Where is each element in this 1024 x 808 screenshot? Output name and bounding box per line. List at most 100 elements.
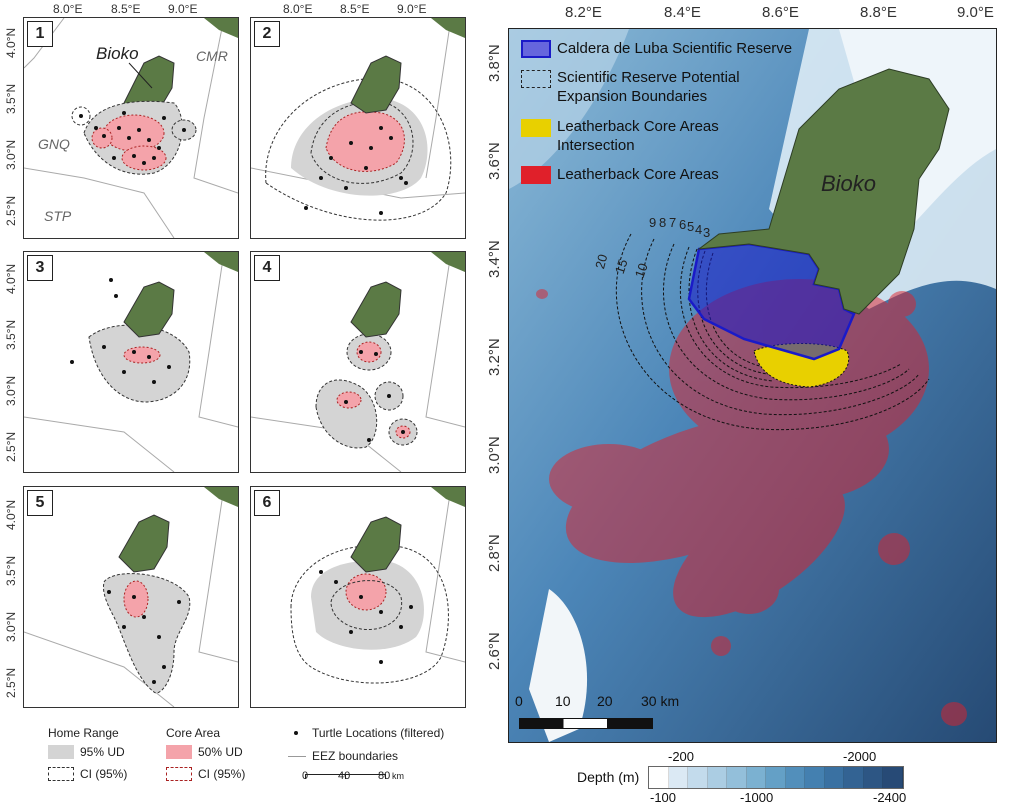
legend-reserve: Caldera de Luba Scientific Reserve <box>557 40 793 57</box>
panel-number: 6 <box>254 490 280 516</box>
legend-turtles: Turtle Locations (filtered) <box>312 726 445 740</box>
contour-label: 7 <box>669 215 677 230</box>
legend-eez: EEZ boundaries <box>312 749 399 763</box>
depth-color-step <box>668 767 689 788</box>
y-tick: 2.5°N <box>4 195 18 226</box>
panel-number: 4 <box>254 255 280 281</box>
main-y-tick: 3.0°N <box>486 436 503 474</box>
panel-4-map <box>251 252 465 472</box>
main-x-tick: 8.2°E <box>565 4 602 21</box>
legend-swatch-ci-home <box>48 767 74 781</box>
depth-label: -100 <box>650 790 677 805</box>
main-scale-label: 20 <box>597 693 613 709</box>
scale-label: 80 <box>378 770 391 782</box>
island-label: Bioko <box>96 44 139 63</box>
main-x-tick: 9.0°E <box>957 4 994 21</box>
y-tick: 2.5°N <box>4 431 18 462</box>
x-tick: 8.0°E <box>283 2 313 16</box>
y-tick: 4.0°N <box>4 27 18 58</box>
main-y-tick: 3.6°N <box>486 142 503 180</box>
main-y-tick: 2.6°N <box>486 632 503 670</box>
country-label: GNQ <box>38 136 70 152</box>
map-panel-4: 4 <box>250 251 466 473</box>
legend-core: Leatherback Core Areas <box>557 166 719 183</box>
panel-2-map <box>251 18 465 221</box>
expansion-boundaries <box>616 233 930 431</box>
main-x-tick: 8.8°E <box>860 4 897 21</box>
contour-label: 3 <box>703 225 711 240</box>
x-tick: 9.0°E <box>397 2 427 16</box>
panel-number: 2 <box>254 21 280 47</box>
depth-color-step <box>766 767 786 788</box>
y-tick: 3.5°N <box>4 83 18 114</box>
depth-color-step <box>785 767 806 788</box>
y-tick: 3.5°N <box>4 319 18 350</box>
map-panel-3: 3 <box>23 251 239 473</box>
legend-core-area-title: Core Area <box>166 726 221 740</box>
y-tick: 4.0°N <box>4 499 18 530</box>
panel-3-map <box>24 252 238 472</box>
legend-eez-line <box>288 756 306 757</box>
depth-color-step <box>863 767 884 788</box>
depth-color-step <box>688 767 708 788</box>
main-scale-label: 30 km <box>641 693 680 709</box>
main-scale-bar <box>519 718 653 729</box>
depth-color-step <box>824 767 845 788</box>
map-panel-5: 5 <box>23 486 239 708</box>
depth-color-step <box>727 767 747 788</box>
panel-number: 5 <box>27 490 53 516</box>
legend-swatch-core <box>521 166 551 184</box>
main-scale-label: 10 <box>555 693 571 709</box>
panel-5-map <box>24 487 238 707</box>
legend-home-range-title: Home Range <box>48 726 119 740</box>
main-x-tick: 8.4°E <box>664 4 701 21</box>
country-label: CMR <box>196 48 228 64</box>
main-y-tick: 3.8°N <box>486 44 503 82</box>
depth-color-step <box>883 767 903 788</box>
legend-swatch-ud95 <box>48 745 74 759</box>
depth-label: -2000 <box>843 749 877 764</box>
legend-swatch-ud50 <box>166 745 192 759</box>
main-scale-label: 0 <box>515 693 523 709</box>
scale-tick <box>305 774 306 779</box>
legend-ci-home: CI (95%) <box>80 767 128 781</box>
legend-ci-core: CI (95%) <box>198 767 246 781</box>
contour-label: 9 <box>649 215 657 230</box>
contour-label: 4 <box>695 222 703 237</box>
y-tick: 3.5°N <box>4 555 18 586</box>
panel-1-map <box>24 18 238 238</box>
depth-color-step <box>805 767 825 788</box>
scale-tick <box>345 774 346 779</box>
depth-label: -1000 <box>740 790 774 805</box>
y-tick: 3.0°N <box>4 139 18 170</box>
island-label: Bioko <box>821 171 877 196</box>
contour-label: 5 <box>687 219 695 234</box>
main-y-tick: 2.8°N <box>486 534 503 572</box>
bioko-island <box>697 68 950 315</box>
y-tick: 3.0°N <box>4 375 18 406</box>
main-map-canvas <box>509 29 996 742</box>
depth-color-step <box>746 767 767 788</box>
main-y-tick: 3.4°N <box>486 240 503 278</box>
panel-number: 1 <box>27 21 53 47</box>
depth-color-step <box>707 767 728 788</box>
depth-colorbar <box>648 766 904 789</box>
depth-color-step <box>844 767 864 788</box>
map-panel-6: 6 <box>250 486 466 708</box>
legend-ud50: 50% UD <box>198 745 243 759</box>
depth-label: -2400 <box>873 790 907 805</box>
legend-expansion: Scientific Reserve Potential Expansion B… <box>557 69 740 105</box>
panel-number: 3 <box>27 255 53 281</box>
map-panel-1: 1 Bioko CMR GNQ STP <box>23 17 239 239</box>
map-panel-2: 2 <box>250 17 466 239</box>
depth-title: Depth (m) <box>577 769 640 785</box>
x-tick: 9.0°E <box>168 2 198 16</box>
legend-ud95: 95% UD <box>80 745 125 759</box>
legend-swatch-reserve <box>521 40 551 58</box>
contour-label: 8 <box>659 215 667 230</box>
main-map: Caldera de Luba Scientific Reserve Scien… <box>508 28 997 743</box>
scale-label: 40 <box>338 770 351 782</box>
main-x-tick: 8.6°E <box>762 4 799 21</box>
scale-tick <box>385 774 386 779</box>
country-label: STP <box>44 208 72 224</box>
